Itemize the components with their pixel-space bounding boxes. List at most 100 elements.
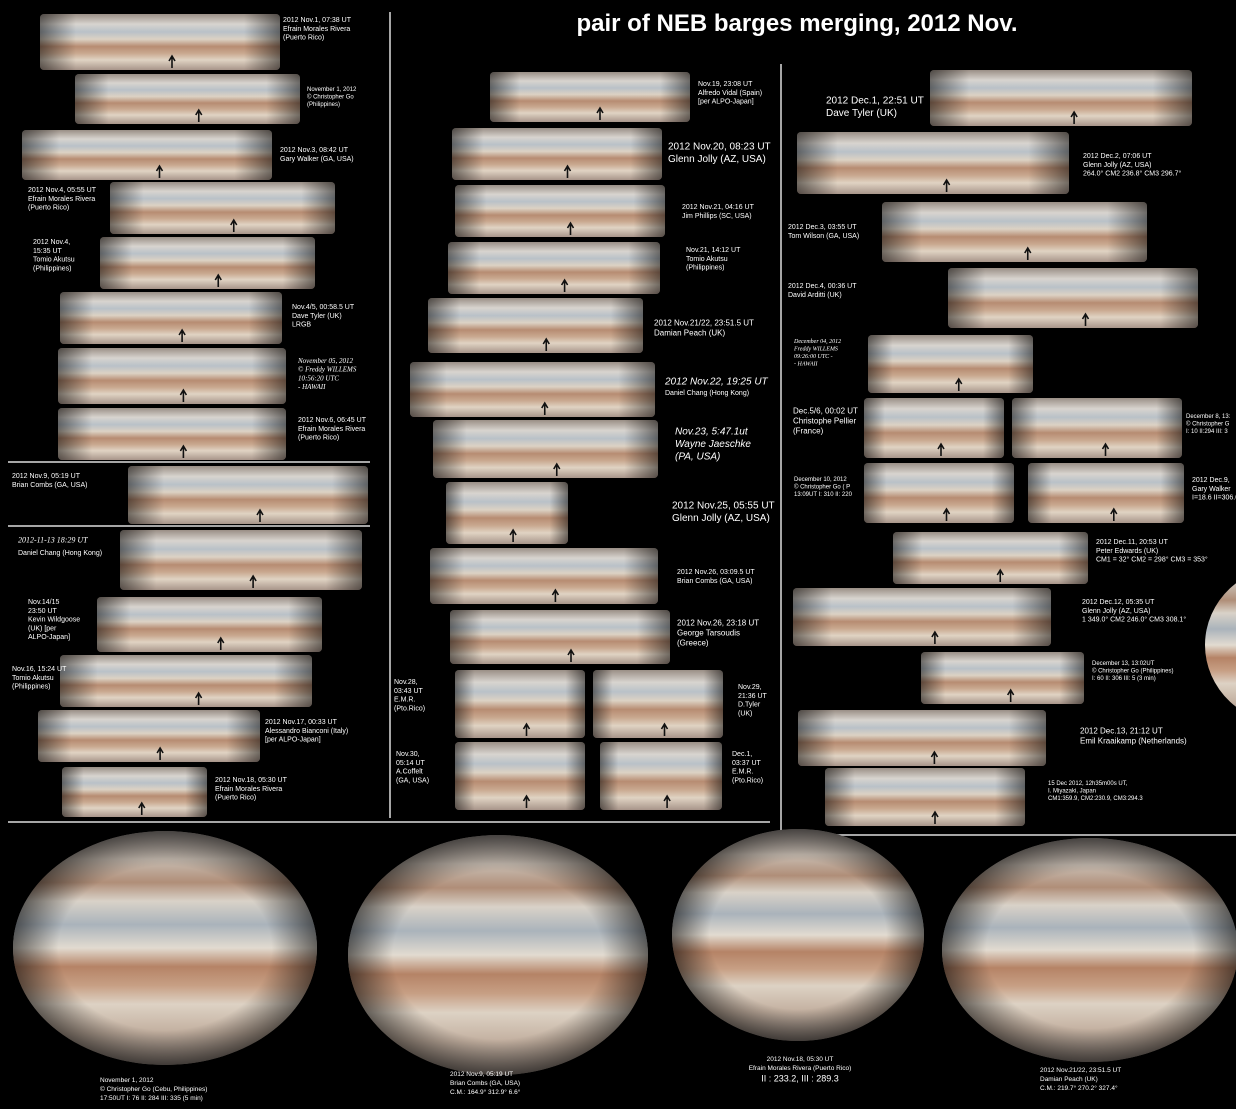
caption: 2012 Dec.12, 05:35 UT xyxy=(1082,599,1155,606)
caption: (Pto.Rico) xyxy=(394,705,425,712)
strip-shade xyxy=(893,532,1088,584)
caption: Nov.4/5, 00:58.5 UT xyxy=(292,304,355,311)
caption: Emil Kraaikamp (Netherlands) xyxy=(1080,737,1187,746)
caption: © Christopher G xyxy=(1186,421,1230,428)
caption: I. Miyazaki, Japan xyxy=(1048,789,1096,795)
caption: Glenn Jolly (AZ, USA) xyxy=(672,513,770,524)
arrow xyxy=(217,636,225,650)
title: pair of NEB barges merging, 2012 Nov. xyxy=(576,10,1017,37)
strip-shade xyxy=(1012,398,1182,458)
caption: 1 349.0° CM2 246.0° CM3 308.1° xyxy=(1082,616,1186,624)
caption: (PA, USA) xyxy=(675,451,720,462)
arrow xyxy=(168,54,176,68)
arrow xyxy=(541,401,549,415)
caption: Dave Tyler (UK) xyxy=(826,108,897,119)
caption: Nov.14/15 xyxy=(28,599,59,606)
caption: 2012 Nov.21/22, 23:51.5 UT xyxy=(1040,1067,1121,1074)
caption: CM1:359.9, CM2:230.9, CM3:294.3 xyxy=(1048,796,1143,802)
caption: © Freddy WILLEMS xyxy=(298,366,357,374)
caption: (Philippines) xyxy=(307,102,340,108)
caption: 03:37 UT xyxy=(732,760,762,767)
arrow xyxy=(551,588,560,602)
arrow xyxy=(522,794,531,808)
caption: (Puerto Rico) xyxy=(283,35,324,42)
caption: Dave Tyler (UK) xyxy=(292,313,342,320)
caption: Peter Edwards (UK) xyxy=(1096,548,1158,555)
caption: Gary Walker xyxy=(1192,486,1231,493)
caption: (GA, USA) xyxy=(396,777,429,784)
arrow xyxy=(660,722,669,736)
caption: 2012 Nov.18, 05:30 UT xyxy=(767,1056,834,1063)
arrow xyxy=(931,810,939,824)
arrow xyxy=(178,328,186,342)
caption: 2012 Nov.26, 23:18 UT xyxy=(677,619,759,628)
caption: (Puerto Rico) xyxy=(215,795,256,802)
caption: Efrain Morales Rivera xyxy=(283,26,350,33)
caption: E.M.R. xyxy=(732,769,753,776)
caption: 2012 Nov.4, 05:55 UT xyxy=(28,187,97,194)
strip-shade xyxy=(452,128,662,180)
caption: 2012 Nov.21, 04:16 UT xyxy=(682,204,755,211)
caption: 2012 Nov.17, 00:33 UT xyxy=(265,719,338,726)
caption: Freddy WILLEMS xyxy=(793,347,838,353)
caption: (Philippines) xyxy=(686,265,725,272)
caption: 264.0° CM2 236.8° CM3 296.7° xyxy=(1083,170,1181,178)
caption: 2012 Dec.9, xyxy=(1192,477,1230,484)
caption: CM1 = 32° CM2 = 298° CM3 = 353° xyxy=(1096,556,1208,564)
caption: 15 Dec 2012, 12h35m00s UT, xyxy=(1048,781,1128,787)
caption: 2012 Dec.11, 20:53 UT xyxy=(1096,539,1169,546)
strip-shade xyxy=(793,588,1051,646)
caption: D.Tyler xyxy=(738,702,761,709)
caption: November 1, 2012 xyxy=(307,87,357,93)
arrow xyxy=(1101,442,1110,456)
limb-shade xyxy=(942,838,1236,1062)
caption: Efrain Morales Rivera xyxy=(298,426,365,433)
caption: 2012 Dec.2, 07:06 UT xyxy=(1083,153,1152,160)
caption: Dec.5/6, 00:02 UT xyxy=(793,407,858,416)
arrow xyxy=(596,106,604,120)
arrow xyxy=(553,462,561,476)
caption: 2012 Dec.1, 22:51 UT xyxy=(826,95,924,106)
strip-shade xyxy=(450,610,670,664)
strip-shade xyxy=(60,292,282,344)
caption: Glenn Jolly (AZ, USA) xyxy=(1083,162,1151,169)
strip-shade xyxy=(22,130,272,180)
caption: 23:50 UT xyxy=(28,608,58,615)
caption: 17:50UT I: 76 II: 284 III: 335 (5 min) xyxy=(100,1095,203,1102)
arrow xyxy=(1024,246,1032,260)
caption: 2012 Nov.3, 08:42 UT xyxy=(280,147,349,154)
arrow xyxy=(156,746,164,760)
arrow xyxy=(931,630,939,644)
caption: 2012 Dec.13, 21:12 UT xyxy=(1080,727,1163,736)
caption: 2012 Nov.18, 05:30 UT xyxy=(215,777,288,784)
arrow xyxy=(1081,312,1090,326)
arrow xyxy=(194,691,203,705)
caption: Tom Wilson (GA, USA) xyxy=(788,233,859,240)
strip-shade xyxy=(446,482,568,544)
caption: Nov.16, 15:24 UT xyxy=(12,666,67,673)
caption: Damian Peach (UK) xyxy=(654,329,725,338)
caption: Glenn Jolly (AZ, USA) xyxy=(668,154,766,165)
caption: (Philippines) xyxy=(12,684,51,691)
limb-shade xyxy=(348,835,648,1075)
caption: George Tarsoudis xyxy=(677,629,740,638)
caption: Alfredo Vidal (Spain) xyxy=(698,90,762,97)
caption: (Pto.Rico) xyxy=(732,777,763,784)
caption: December 13, 13:02UT xyxy=(1092,661,1155,667)
arrow xyxy=(1110,507,1118,521)
strip-shade xyxy=(40,14,280,70)
caption: [per ALPO-Japan] xyxy=(265,737,321,744)
arrow xyxy=(1070,110,1078,124)
caption: [per ALPO-Japan] xyxy=(698,99,754,106)
caption: 2012 Nov.6, 06:45 UT xyxy=(298,417,367,424)
arrow xyxy=(567,648,575,662)
strip-shade xyxy=(58,408,286,460)
strip-shade xyxy=(433,420,658,478)
caption: (UK) xyxy=(738,710,752,717)
planet-partial xyxy=(1205,583,1236,707)
caption: Jim Phillips (SC, USA) xyxy=(682,213,752,220)
strip-shade xyxy=(430,548,658,604)
strip-shade xyxy=(864,463,1014,523)
